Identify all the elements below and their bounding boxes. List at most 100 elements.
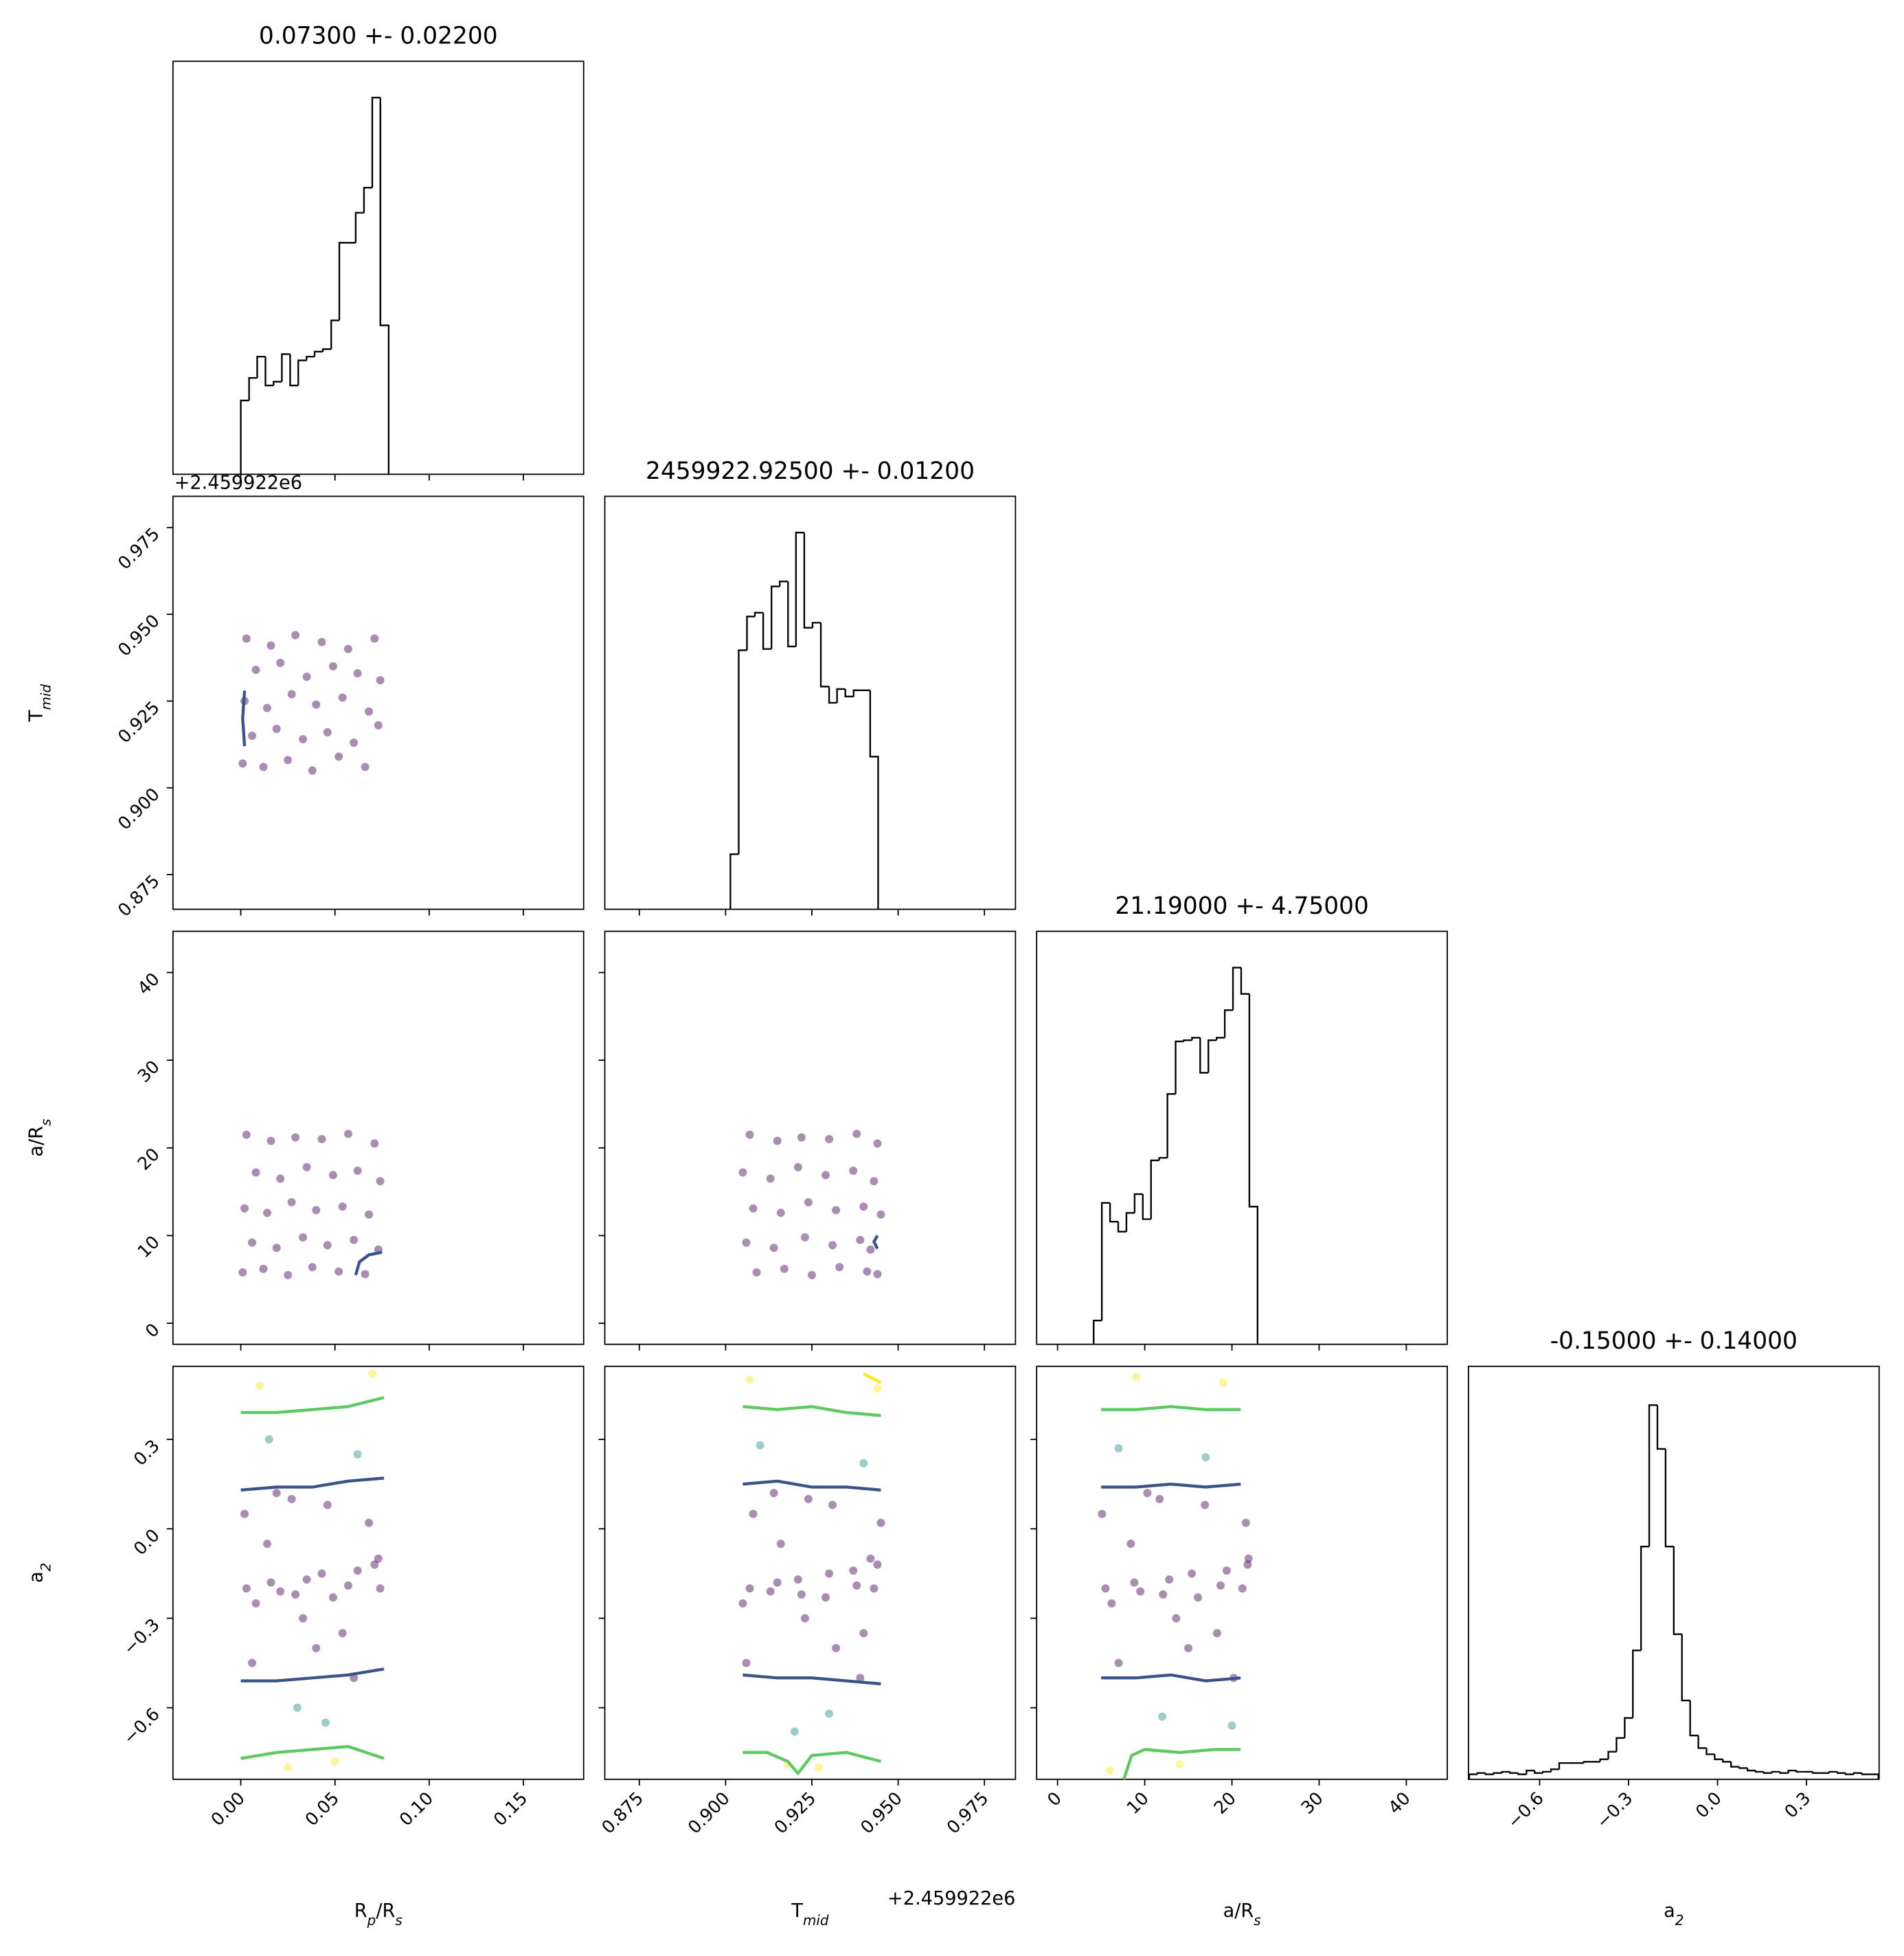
hist-bin (1640, 1545, 1650, 1651)
scatter-point (1188, 1569, 1197, 1578)
scatter-point (797, 1590, 806, 1599)
scatter-point (1136, 1587, 1145, 1596)
scatter-point (876, 1518, 885, 1527)
scatter-point (856, 1235, 865, 1244)
hist-bin (1689, 1700, 1699, 1737)
hist-bin (836, 688, 846, 703)
scatter-point (873, 1384, 882, 1393)
contour-line (241, 690, 247, 747)
scatter-point (804, 1198, 813, 1206)
scatter-point (353, 1450, 362, 1459)
scatter-point (773, 1578, 782, 1587)
scatter-point (350, 1235, 359, 1244)
panel-title: -0.15000 +- 0.14000 (1550, 1327, 1798, 1355)
contour-line (743, 1479, 881, 1492)
scatter-point (804, 1494, 813, 1503)
hist-bin (297, 359, 307, 386)
hist-bin (264, 357, 274, 387)
hist-bin (803, 532, 813, 629)
scatter-point (256, 1381, 264, 1390)
scatter-point (284, 1763, 293, 1772)
scatter-point (262, 1539, 271, 1548)
scatter-point (856, 1674, 865, 1683)
label-part: a/R (26, 1126, 47, 1157)
scatter-point (338, 1202, 347, 1211)
y-tick-label: 30 (133, 1056, 163, 1086)
scatter-point (343, 1581, 352, 1590)
scatter-point (776, 1209, 785, 1217)
scatter-point (328, 1171, 337, 1180)
scatter-point (264, 1435, 273, 1444)
hist-bin (1183, 1039, 1192, 1042)
scatter-point (825, 1709, 834, 1718)
hist-bin (1624, 1717, 1633, 1738)
label-part: p (367, 1912, 376, 1929)
hist-bin (1223, 1009, 1234, 1038)
y-tick-label: 0 (141, 1319, 163, 1342)
hist-bin (1656, 1405, 1666, 1450)
contour-line (743, 1751, 881, 1776)
scatter-point (876, 1210, 885, 1219)
scatter-point (1155, 1494, 1164, 1503)
hist-bin (273, 381, 282, 386)
hist-bin (1705, 1748, 1715, 1755)
scatter-point (291, 1590, 300, 1599)
hist-bin (1754, 1770, 1764, 1773)
scatter-point (1101, 1584, 1110, 1593)
scatter-point (742, 1238, 751, 1247)
scatter-point (821, 1171, 830, 1180)
scatter-point (248, 1659, 257, 1667)
y-tick-label: 0.3 (129, 1435, 163, 1470)
hist-bin (1583, 1761, 1592, 1764)
scatter-point (287, 690, 296, 699)
hist-bin (1158, 1157, 1168, 1160)
hist-bin (1861, 1773, 1870, 1775)
x-axis-label: Rp/Rs (354, 1900, 403, 1929)
hist-bin (746, 616, 756, 651)
scatter-point (365, 1210, 374, 1219)
contour-line (240, 1667, 385, 1683)
hist-bin (1771, 1770, 1780, 1773)
scatter-point (353, 669, 362, 678)
scatter-point (323, 1241, 332, 1250)
y-tick-label: 0.925 (113, 697, 163, 747)
hist-bin (1632, 1650, 1642, 1718)
scatter-point (287, 1494, 296, 1503)
scatter-point (376, 676, 385, 685)
x-axis-label: Tmid (791, 1900, 828, 1929)
x-tick-label: −0.6 (1503, 1788, 1548, 1832)
scatter-point (272, 1489, 281, 1498)
scatter-point (749, 1204, 758, 1213)
scatter-point (267, 641, 275, 650)
contour-line (1101, 1482, 1241, 1489)
x-axis-label: a/Rs (1223, 1900, 1261, 1929)
hist-bin (1125, 1212, 1135, 1232)
hist-bin (1175, 1040, 1184, 1094)
hist-bin (1779, 1771, 1789, 1774)
scatter-point (745, 1584, 754, 1593)
scatter-point (800, 1614, 809, 1623)
x-tick-label: 10 (1122, 1788, 1153, 1818)
scatter-point (302, 673, 311, 682)
scatter-point (873, 1139, 882, 1148)
label-part: /R (376, 1900, 395, 1922)
scatter-point (240, 1509, 249, 1518)
scatter-point (1201, 1500, 1210, 1509)
scatter-point (343, 644, 352, 653)
scatter-point (370, 1560, 379, 1569)
hist-bin (1232, 967, 1241, 1011)
x-tick-label: 0.875 (598, 1788, 647, 1838)
scatter-point (870, 1177, 879, 1186)
scatter-point (835, 1263, 844, 1272)
scatter-point (370, 1139, 379, 1148)
scatter-point (299, 1614, 308, 1623)
scatter-point (328, 662, 337, 671)
scatter-point (756, 1441, 764, 1450)
scatter-point (323, 1500, 332, 1509)
hist-bin (852, 689, 862, 697)
scatter-point (374, 721, 383, 730)
scatter-point (338, 693, 347, 702)
hist-bin (1117, 1222, 1126, 1233)
scatter-point (849, 1566, 858, 1575)
hist-bin (371, 96, 381, 188)
